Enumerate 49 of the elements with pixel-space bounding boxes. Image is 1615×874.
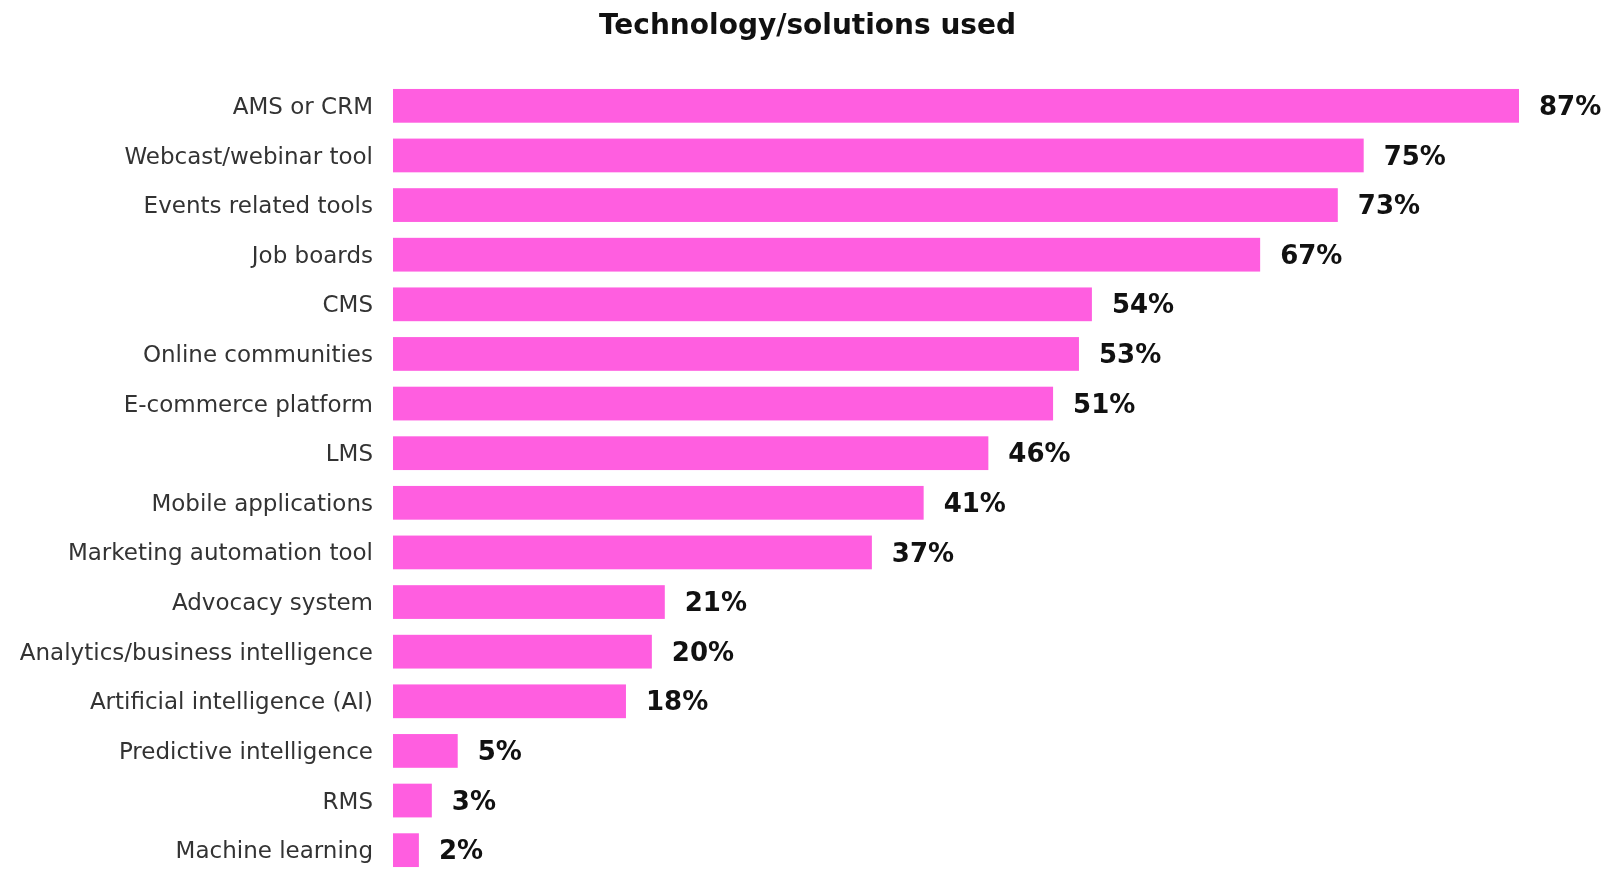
data-label: 18% (645, 686, 709, 717)
data-label: 67% (1280, 239, 1343, 270)
bar (393, 386, 1054, 421)
bar (393, 237, 1261, 272)
bar (393, 138, 1364, 173)
data-label: 41% (943, 487, 1006, 518)
bar (393, 634, 652, 669)
bar (393, 783, 432, 818)
y-tick-label: Machine learning (175, 837, 373, 864)
y-tick-label: Mobile applications (151, 489, 373, 516)
bar (393, 535, 872, 570)
data-label: 87% (1539, 90, 1602, 121)
data-label: 20% (671, 636, 735, 667)
bar (393, 337, 1079, 371)
bar (393, 436, 989, 471)
bar (393, 734, 458, 768)
bar (393, 88, 1519, 123)
chart-title: Technology/solutions used (598, 8, 1017, 41)
y-tick-label: Advocacy system (171, 589, 373, 616)
y-tick-label: RMS (322, 787, 373, 814)
bar (393, 188, 1338, 222)
bar (393, 585, 665, 619)
bar (393, 485, 924, 520)
data-label: 21% (684, 587, 748, 618)
y-tick-label: CMS (322, 291, 373, 318)
bar (393, 684, 626, 719)
y-tick-label: Webcast/webinar tool (124, 142, 373, 169)
y-tick-label: E-commerce platform (123, 390, 373, 417)
y-tick-label: LMS (325, 440, 373, 467)
data-label: 51% (1073, 388, 1136, 419)
data-label: 5% (477, 736, 522, 767)
y-tick-label: Online communities (142, 340, 373, 367)
bar (393, 287, 1092, 322)
y-tick-label: AMS or CRM (232, 92, 373, 119)
data-label: 3% (451, 785, 496, 816)
data-label: 75% (1383, 140, 1446, 171)
data-label: 54% (1111, 289, 1175, 320)
y-tick-label: Analytics/business intelligence (19, 638, 373, 665)
data-label: 53% (1098, 339, 1162, 370)
y-tick-label: Events related tools (143, 192, 373, 219)
bar (393, 833, 419, 868)
y-tick-label: Marketing automation tool (67, 539, 373, 566)
y-tick-label: Artificial intelligence (AI) (89, 688, 373, 715)
y-tick-label: Predictive intelligence (118, 737, 373, 764)
data-label: 37% (891, 537, 955, 568)
y-tick-label: Job boards (249, 241, 373, 268)
data-label: 46% (1008, 438, 1071, 469)
data-label: 73% (1357, 190, 1421, 221)
data-label: 2% (438, 835, 484, 866)
